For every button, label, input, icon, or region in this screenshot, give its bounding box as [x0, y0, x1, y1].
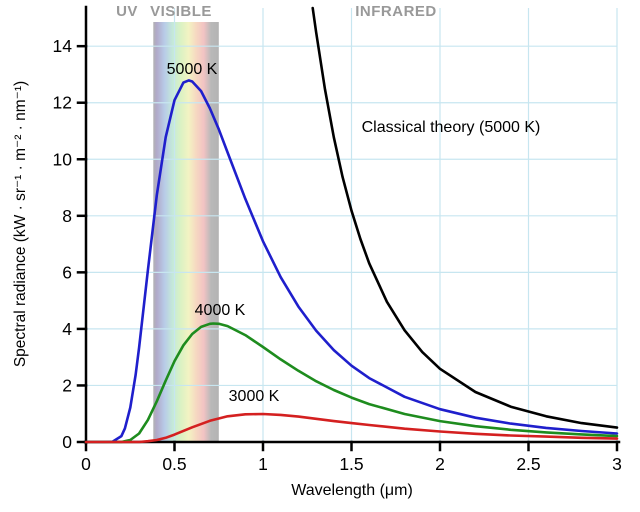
x-tick-label-1.5: 1.5 [339, 454, 363, 474]
annotation-4000k: 4000 K [194, 302, 246, 319]
curve-classical-theory-5000-k [311, 6, 619, 429]
x-tick-label-2: 2 [435, 454, 445, 474]
x-tick-label-0: 0 [81, 454, 91, 474]
region-label-infrared: INFRARED [355, 3, 437, 20]
curve-4000-k-planck [84, 322, 619, 444]
y-tick-label-14: 14 [53, 36, 73, 56]
annotation-3000k: 3000 K [228, 388, 280, 405]
y-axis-label: Spectral radiance (kW · sr⁻¹ · m⁻² · nm⁻… [12, 80, 29, 368]
visible-spectrum-band [153, 22, 219, 442]
tick-labels: 0 0.5 1 1.5 2 2.5 3 0 2 4 6 8 10 12 14 [53, 36, 622, 474]
y-tick-label-10: 10 [53, 149, 73, 169]
x-tick-label-3: 3 [612, 454, 622, 474]
curve-3000-k-planck [84, 412, 619, 444]
annotation-5000k: 5000 K [166, 61, 218, 78]
axes [76, 5, 621, 452]
x-tick-label-0.5: 0.5 [162, 454, 186, 474]
curves [84, 6, 619, 444]
curve-5000-k-planck [84, 79, 619, 444]
x-tick-label-2.5: 2.5 [516, 454, 540, 474]
y-tick-label-4: 4 [62, 319, 72, 339]
y-tick-label-0: 0 [62, 432, 72, 452]
x-axis-label: Wavelength (μm) [291, 482, 413, 499]
y-tick-label-2: 2 [62, 375, 72, 395]
y-tick-label-8: 8 [62, 206, 72, 226]
region-label-uv: UV [116, 3, 138, 20]
y-tick-label-6: 6 [62, 262, 72, 282]
y-tick-label-12: 12 [53, 93, 72, 113]
region-label-visible: VISIBLE [150, 3, 212, 20]
x-tick-label-1: 1 [258, 454, 268, 474]
annotation-classical-theory: Classical theory (5000 K) [361, 119, 541, 136]
